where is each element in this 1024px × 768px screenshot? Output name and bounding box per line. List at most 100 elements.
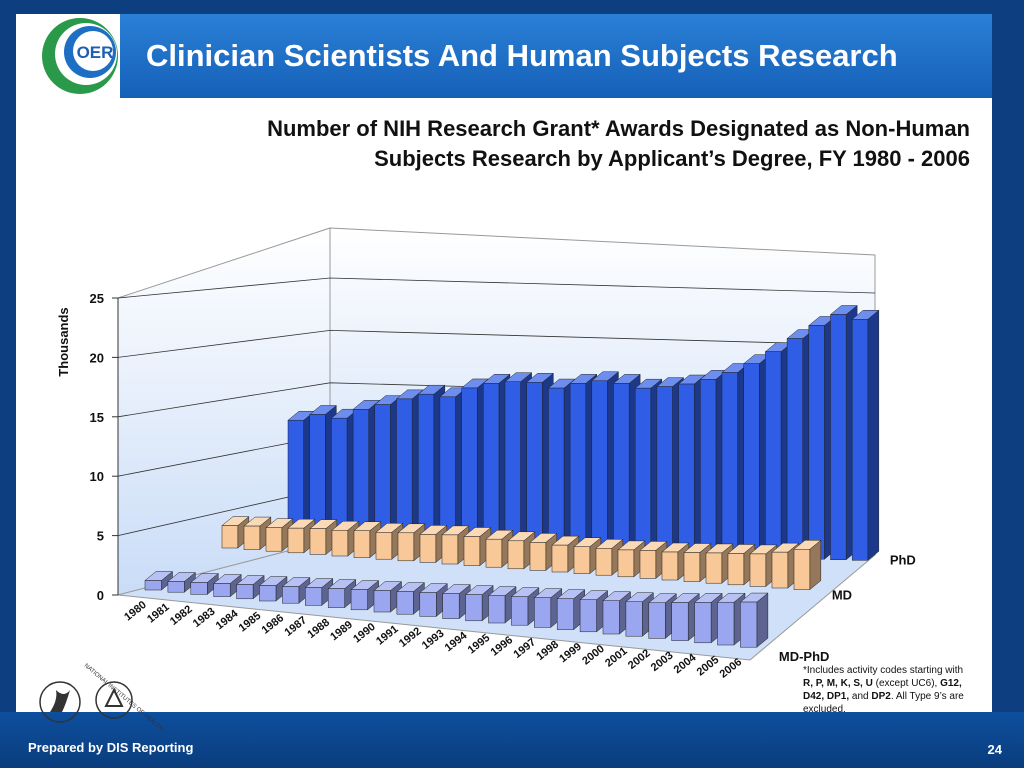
bar xyxy=(144,570,174,591)
bar-front xyxy=(483,383,500,552)
bar-front xyxy=(634,387,652,556)
bar-front xyxy=(213,583,231,597)
bar-front xyxy=(309,528,327,555)
x-tick-label: 1995 xyxy=(466,632,493,657)
bar-front xyxy=(331,529,349,557)
bar-front xyxy=(190,582,208,595)
bar-front xyxy=(579,599,597,633)
bar-front xyxy=(591,380,608,554)
bar-front xyxy=(419,592,437,617)
bar xyxy=(265,518,294,552)
x-tick-label: 2001 xyxy=(603,645,630,670)
bar-front xyxy=(661,551,679,581)
bar-side xyxy=(756,592,769,648)
bar-front xyxy=(830,314,847,560)
bar-front xyxy=(511,596,529,626)
bars xyxy=(144,304,880,648)
bar xyxy=(281,577,311,604)
bar-front xyxy=(749,553,767,587)
bar-front xyxy=(573,546,591,574)
x-tick-label: 2003 xyxy=(649,650,676,675)
bar xyxy=(167,571,197,593)
footnote-text: *Includes activity codes starting with xyxy=(803,665,964,676)
grid-line xyxy=(117,277,876,299)
x-tick-label: 1982 xyxy=(168,603,195,628)
y-tick-label: 25 xyxy=(90,291,104,306)
footnote-text: G12, D42, DP1, xyxy=(803,678,962,702)
chart-title-line: Subjects Research by Applicant’s Degree,… xyxy=(374,146,970,171)
hhs-logo xyxy=(39,681,81,723)
bar-front xyxy=(221,525,239,549)
bar xyxy=(739,592,769,648)
bar-front xyxy=(350,589,368,611)
bar-front xyxy=(808,325,825,560)
bar-front xyxy=(625,601,643,637)
x-tick-label: 1984 xyxy=(214,607,241,632)
bar-front xyxy=(397,532,415,562)
x-tick-label: 1983 xyxy=(191,606,218,631)
bar-front xyxy=(678,383,695,557)
bar-front xyxy=(595,548,613,576)
bar xyxy=(851,309,880,561)
bar-front xyxy=(529,542,547,571)
bar-front xyxy=(740,601,758,648)
y-axis-label: Thousands xyxy=(56,307,71,376)
x-tick-label: 1994 xyxy=(443,629,470,654)
bar-front xyxy=(485,538,503,568)
x-tick-label: 1999 xyxy=(557,641,584,666)
series-label: PhD xyxy=(890,552,916,567)
bar xyxy=(258,576,288,602)
oer-logo: OER xyxy=(42,18,118,94)
bar-front xyxy=(613,383,630,555)
footer-text: Prepared by DIS Reporting xyxy=(28,740,194,755)
nih-logo xyxy=(104,687,124,707)
bar-front xyxy=(602,600,620,635)
footnote-text: . All Type 9’s are excluded. xyxy=(803,691,964,715)
slide-title: Clinician Scientists And Human Subjects … xyxy=(146,38,898,73)
footnote: *Includes activity codes starting with R… xyxy=(803,664,973,716)
bar-front xyxy=(305,587,323,606)
x-tick-label: 1991 xyxy=(374,623,401,648)
bar-front xyxy=(144,580,162,591)
bar xyxy=(699,369,728,557)
footnote-text: and xyxy=(849,691,872,702)
y-tick-label: 10 xyxy=(90,469,104,484)
x-tick-label: 1987 xyxy=(282,614,309,639)
x-tick-label: 1998 xyxy=(534,639,561,664)
bar-front xyxy=(396,591,414,615)
bar-front xyxy=(353,530,371,558)
bar-front xyxy=(441,534,459,565)
bar xyxy=(212,574,242,598)
y-tick-label: 15 xyxy=(90,410,104,425)
x-tick-label: 2002 xyxy=(626,647,653,672)
bar-front xyxy=(243,525,261,550)
bar-front xyxy=(373,590,391,613)
bar-front xyxy=(548,387,565,553)
bar-front xyxy=(694,602,712,644)
bar-front xyxy=(465,594,483,622)
bar-front xyxy=(442,593,460,619)
bar-front xyxy=(327,588,345,608)
bar-front xyxy=(282,586,300,604)
page-number: 24 xyxy=(987,742,1002,757)
logo-ring xyxy=(73,31,113,71)
nih-logo-text: NATIONAL INSTITUTES OF HEALTH xyxy=(83,663,164,732)
nih-logo xyxy=(95,681,133,719)
bar-front xyxy=(375,532,393,560)
x-tick-label: 1986 xyxy=(260,612,287,637)
bar-front xyxy=(656,386,673,556)
bar-front xyxy=(419,534,437,563)
bar-front xyxy=(851,319,869,561)
footnote-text: (except UC6), xyxy=(872,678,941,689)
x-tick-label: 2000 xyxy=(580,643,607,668)
bar-front xyxy=(721,372,738,558)
x-tick-label: 1988 xyxy=(305,617,332,642)
x-tick-label: 2006 xyxy=(718,656,745,681)
bar xyxy=(373,581,403,613)
x-tick-label: 1981 xyxy=(145,601,172,626)
bar-front xyxy=(569,383,586,554)
bar-front xyxy=(265,527,283,552)
bar-front xyxy=(551,544,569,573)
bar-front xyxy=(727,553,745,586)
